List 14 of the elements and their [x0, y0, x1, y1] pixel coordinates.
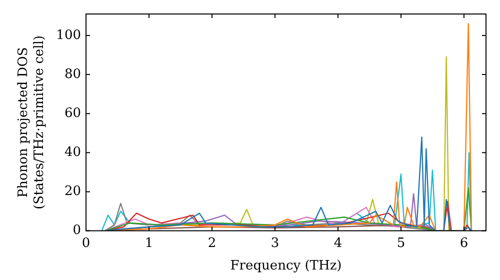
- y-tick-label: 80: [64, 66, 82, 82]
- y-tick-label: 0: [72, 223, 82, 238]
- x-tick-label: 3: [270, 236, 280, 251]
- x-tick-label: 6: [460, 236, 468, 251]
- x-tick-label: 4: [334, 236, 342, 251]
- x-tick-label: 5: [396, 236, 406, 251]
- y-tick-label: 20: [64, 184, 82, 200]
- y-axis-title: Phonon projected DOS (States/THz·primitive cell): [16, 35, 47, 210]
- x-tick-label: 2: [208, 236, 216, 251]
- y-tick-label: 100: [56, 28, 82, 43]
- y-tick-label: 60: [64, 106, 82, 121]
- y-tick-label: 40: [64, 145, 82, 160]
- x-axis-title: Frequency (THz): [230, 258, 342, 274]
- x-tick-label: 1: [144, 236, 154, 251]
